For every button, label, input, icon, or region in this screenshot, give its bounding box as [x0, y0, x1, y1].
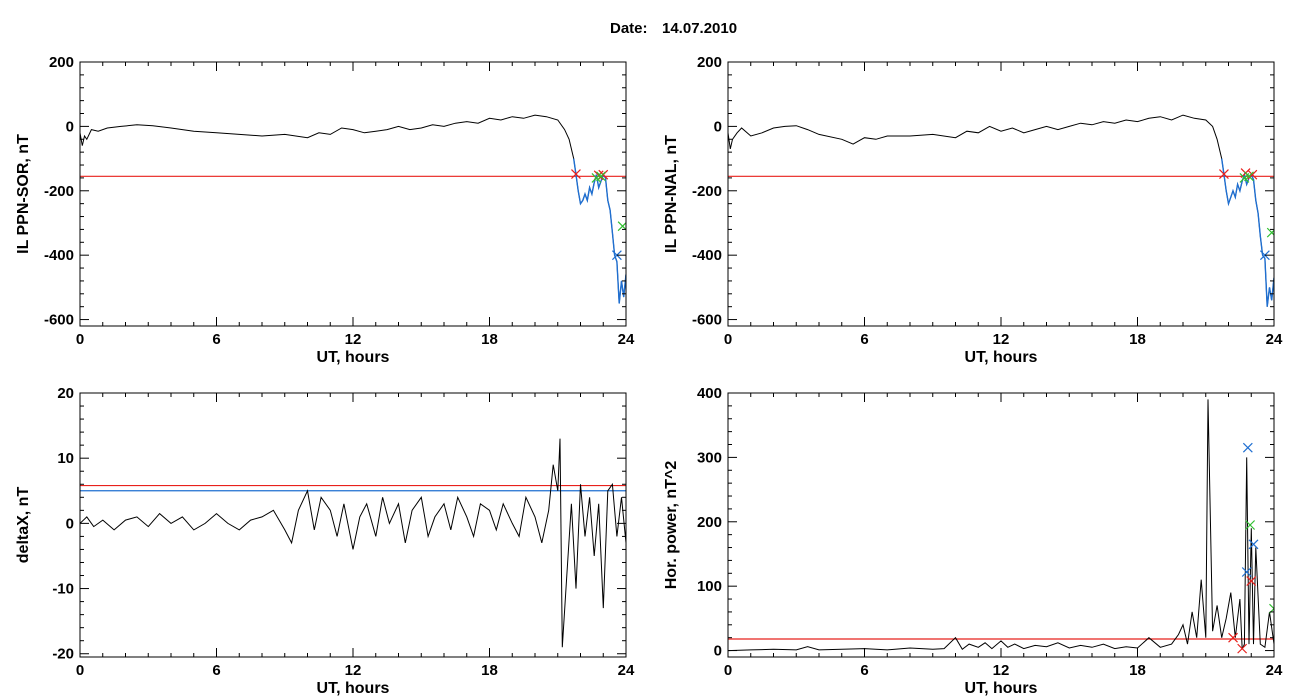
- event-marker: [1247, 169, 1258, 180]
- ytick-labels-hor-power: 0 100 200 300 400: [697, 385, 722, 660]
- ytick-label: 0: [714, 118, 722, 135]
- xtick-label: 24: [618, 662, 635, 679]
- ytick-label: 0: [66, 118, 74, 135]
- ytick-label: -200: [692, 183, 722, 200]
- panel-deltax: -20 -10 0 10 20 0 6 12 18 24 UT, hours d…: [15, 385, 635, 697]
- ytick-label: 10: [57, 450, 74, 467]
- ytick-labels-il-ppn-sor: -600 -400 -200 0 200: [44, 54, 74, 329]
- xtick-label: 0: [724, 331, 732, 348]
- event-marker: [1266, 227, 1274, 238]
- xtick-label: 24: [1266, 331, 1283, 348]
- ytick-label: 0: [66, 515, 74, 532]
- event-marker: [611, 250, 622, 261]
- event-marker: [596, 171, 606, 182]
- xtick-label: 24: [618, 331, 635, 348]
- xtick-label: 12: [345, 662, 362, 679]
- xtick-label: 6: [860, 662, 868, 679]
- xtick-label: 6: [860, 331, 868, 348]
- event-marker: [1219, 169, 1229, 179]
- xtick-label: 6: [212, 662, 220, 679]
- x-axis-label: UT, hours: [317, 349, 390, 366]
- event-marker: [1244, 171, 1254, 182]
- y-axis-label: IL PPN-NAL, nT: [663, 135, 680, 253]
- ytick-label: -600: [44, 312, 74, 329]
- xtick-label: 12: [993, 662, 1010, 679]
- event-marker: [1228, 632, 1238, 643]
- plot-il-ppn-sor: [80, 114, 626, 304]
- series-line: [728, 114, 1274, 307]
- ytick-label: -400: [44, 247, 74, 264]
- panel-hor-power: 0 100 200 300 400 0 6 12 18 24 UT, hours…: [663, 385, 1283, 697]
- date-label: Date:: [610, 20, 648, 37]
- event-marker: [1237, 643, 1248, 654]
- ytick-label: 20: [57, 385, 74, 402]
- ticks-il-ppn-sor: [79, 61, 627, 326]
- x-axis-label: UT, hours: [317, 680, 390, 697]
- ticks-hor-power: [727, 392, 1275, 657]
- x-axis-label: UT, hours: [965, 680, 1038, 697]
- ytick-label: -600: [692, 312, 722, 329]
- event-marker: [1248, 539, 1259, 550]
- xtick-labels-hor-power: 0 6 12 18 24: [724, 662, 1283, 679]
- xtick-label: 0: [76, 662, 84, 679]
- plot-frame-deltax: [79, 392, 627, 658]
- ytick-label: 0: [714, 643, 722, 660]
- event-marker: [1246, 576, 1257, 586]
- ytick-label: -10: [52, 581, 74, 598]
- panel-il-ppn-nal: -600 -400 -200 0 200 0 6 12 18 24 UT, ho…: [663, 54, 1283, 366]
- plot-frame-hor-power: [727, 392, 1275, 658]
- plot-frame-il-ppn-sor: [79, 61, 627, 327]
- plot-deltax: [80, 438, 626, 648]
- ytick-labels-il-ppn-nal: -600 -400 -200 0 200: [692, 54, 722, 329]
- event-marker: [1259, 250, 1270, 261]
- highlighted-segment: [573, 158, 626, 304]
- date-value: 14.07.2010: [662, 20, 737, 37]
- event-marker: [1245, 520, 1256, 530]
- ytick-label: 200: [697, 514, 722, 531]
- event-marker: [1242, 442, 1253, 453]
- xtick-label: 12: [345, 331, 362, 348]
- xtick-label: 24: [1266, 662, 1283, 679]
- ytick-label: -200: [44, 183, 74, 200]
- ytick-label: 300: [697, 449, 722, 466]
- ytick-label: 400: [697, 385, 722, 402]
- xtick-label: 6: [212, 331, 220, 348]
- series-line: [80, 438, 626, 648]
- event-marker: [1241, 567, 1252, 577]
- panel-il-ppn-sor: -600 -400 -200 0 200 0 6 12 18 24 UT, ho…: [15, 54, 635, 366]
- xtick-label: 18: [1129, 662, 1146, 679]
- xtick-labels-il-ppn-nal: 0 6 12 18 24: [724, 331, 1283, 348]
- plot-hor-power: [728, 399, 1274, 654]
- ytick-labels-deltax: -20 -10 0 10 20: [52, 385, 74, 663]
- xtick-label: 12: [993, 331, 1010, 348]
- plot-il-ppn-nal: [728, 114, 1274, 307]
- ticks-deltax: [79, 392, 627, 657]
- ytick-label: 200: [697, 54, 722, 71]
- x-axis-label: UT, hours: [965, 349, 1038, 366]
- xtick-labels-il-ppn-sor: 0 6 12 18 24: [76, 331, 635, 348]
- y-axis-label: deltaX, nT: [15, 487, 32, 564]
- y-axis-label: Hor. power, nT^2: [663, 461, 680, 590]
- ytick-label: 200: [49, 54, 74, 71]
- xtick-label: 18: [481, 331, 498, 348]
- xtick-label: 18: [1129, 331, 1146, 348]
- series-line: [80, 114, 626, 304]
- series-line: [728, 399, 1274, 652]
- xtick-label: 18: [481, 662, 498, 679]
- xtick-labels-deltax: 0 6 12 18 24: [76, 662, 635, 679]
- ytick-label: -20: [52, 646, 74, 663]
- ticks-il-ppn-nal: [727, 61, 1275, 326]
- ytick-label: 100: [697, 578, 722, 595]
- y-axis-label: IL PPN-SOR, nT: [15, 134, 32, 254]
- plot-frame-il-ppn-nal: [727, 61, 1275, 327]
- xtick-label: 0: [76, 331, 84, 348]
- figure-title: Date: 14.07.2010: [610, 20, 737, 37]
- xtick-label: 0: [724, 662, 732, 679]
- ytick-label: -400: [692, 247, 722, 264]
- event-marker: [571, 169, 581, 179]
